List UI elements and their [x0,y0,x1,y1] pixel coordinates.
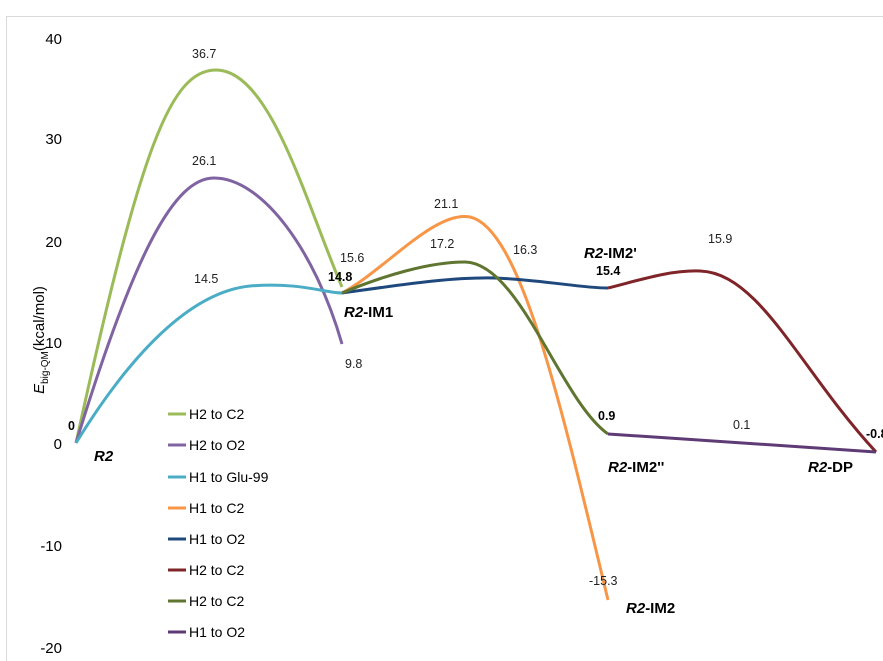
series-line-h2-to-c2-a [74,68,344,444]
value-label: 9.8 [345,357,362,371]
series-line-h2-to-o2-a [74,176,344,444]
series-lines [74,68,878,601]
state-label-r2-dp: R2-DP [808,459,853,476]
value-label: -15.3 [589,574,618,588]
value-label: -0.8 [866,427,883,441]
value-label: 17.2 [430,237,454,251]
state-labels: R2 R2-IM1 R2-IM2' R2-IM2'' R2-IM2 R2-DP [94,245,853,617]
legend-label: H2 to O2 [189,437,245,453]
state-label-r2: R2 [94,448,114,465]
state-label-r2-im2-prime: R2-IM2' [584,245,637,262]
value-label: 0.1 [733,418,750,432]
legend-label: H1 to O2 [189,531,245,547]
value-label: 14.8 [328,270,352,284]
y-tick-label: 10 [45,335,62,352]
y-tick-label: 40 [45,31,62,48]
y-axis-label-unit: (kcal/mol) [31,286,48,351]
legend-label: H1 to C2 [189,500,244,516]
state-label-r2-im1: R2-IM1 [344,304,393,321]
state-label-r2-im2: R2-IM2 [626,600,675,617]
y-tick-label: 30 [45,131,62,148]
value-label: 15.6 [340,251,364,265]
value-label: 0 [68,419,75,433]
value-label: 15.4 [596,264,620,278]
value-label: 36.7 [192,47,216,61]
y-axis-label: Ebig-QM(kcal/mol) [31,286,51,394]
series-line-h1-to-c2 [341,215,610,601]
value-label: 16.3 [513,243,537,257]
legend-label: H1 to Glu-99 [189,469,269,485]
state-label-r2-im2-double-prime: R2-IM2'' [608,459,664,476]
value-labels: 36.7 26.1 14.5 15.6 14.8 9.8 21.1 17.2 1… [68,47,883,588]
legend-label: H2 to C2 [189,593,244,609]
series-line-h2-to-c2-b [341,260,609,436]
y-tick-label: 0 [54,436,62,453]
y-tick-label: 20 [45,234,62,251]
value-label: 26.1 [192,154,216,168]
y-tick-label: -10 [40,538,62,555]
y-tick-label: -20 [40,640,62,657]
y-axis-label-sub: big-QM [40,351,51,384]
series-line-h2-to-c2-c [607,269,878,454]
value-label: 21.1 [434,197,458,211]
series-line-h1-to-o2-b [607,432,877,454]
legend-label: H2 to C2 [189,406,244,422]
legend-label: H2 to C2 [189,562,244,578]
series-line-h1-to-glu99 [74,283,343,444]
value-label: 0.9 [598,409,615,423]
y-axis-label-main: E [31,383,48,394]
series-line-h1-to-o2 [341,276,609,295]
legend: H2 to C2 H2 to O2 H1 to Glu-99 H1 to C2 … [168,406,269,640]
value-label: 14.5 [194,272,218,286]
y-tick-labels: 40 30 20 10 0 -10 -20 [40,31,62,657]
value-label: 15.9 [708,232,732,246]
chart-frame [6,16,883,661]
legend-label: H1 to O2 [189,624,245,640]
